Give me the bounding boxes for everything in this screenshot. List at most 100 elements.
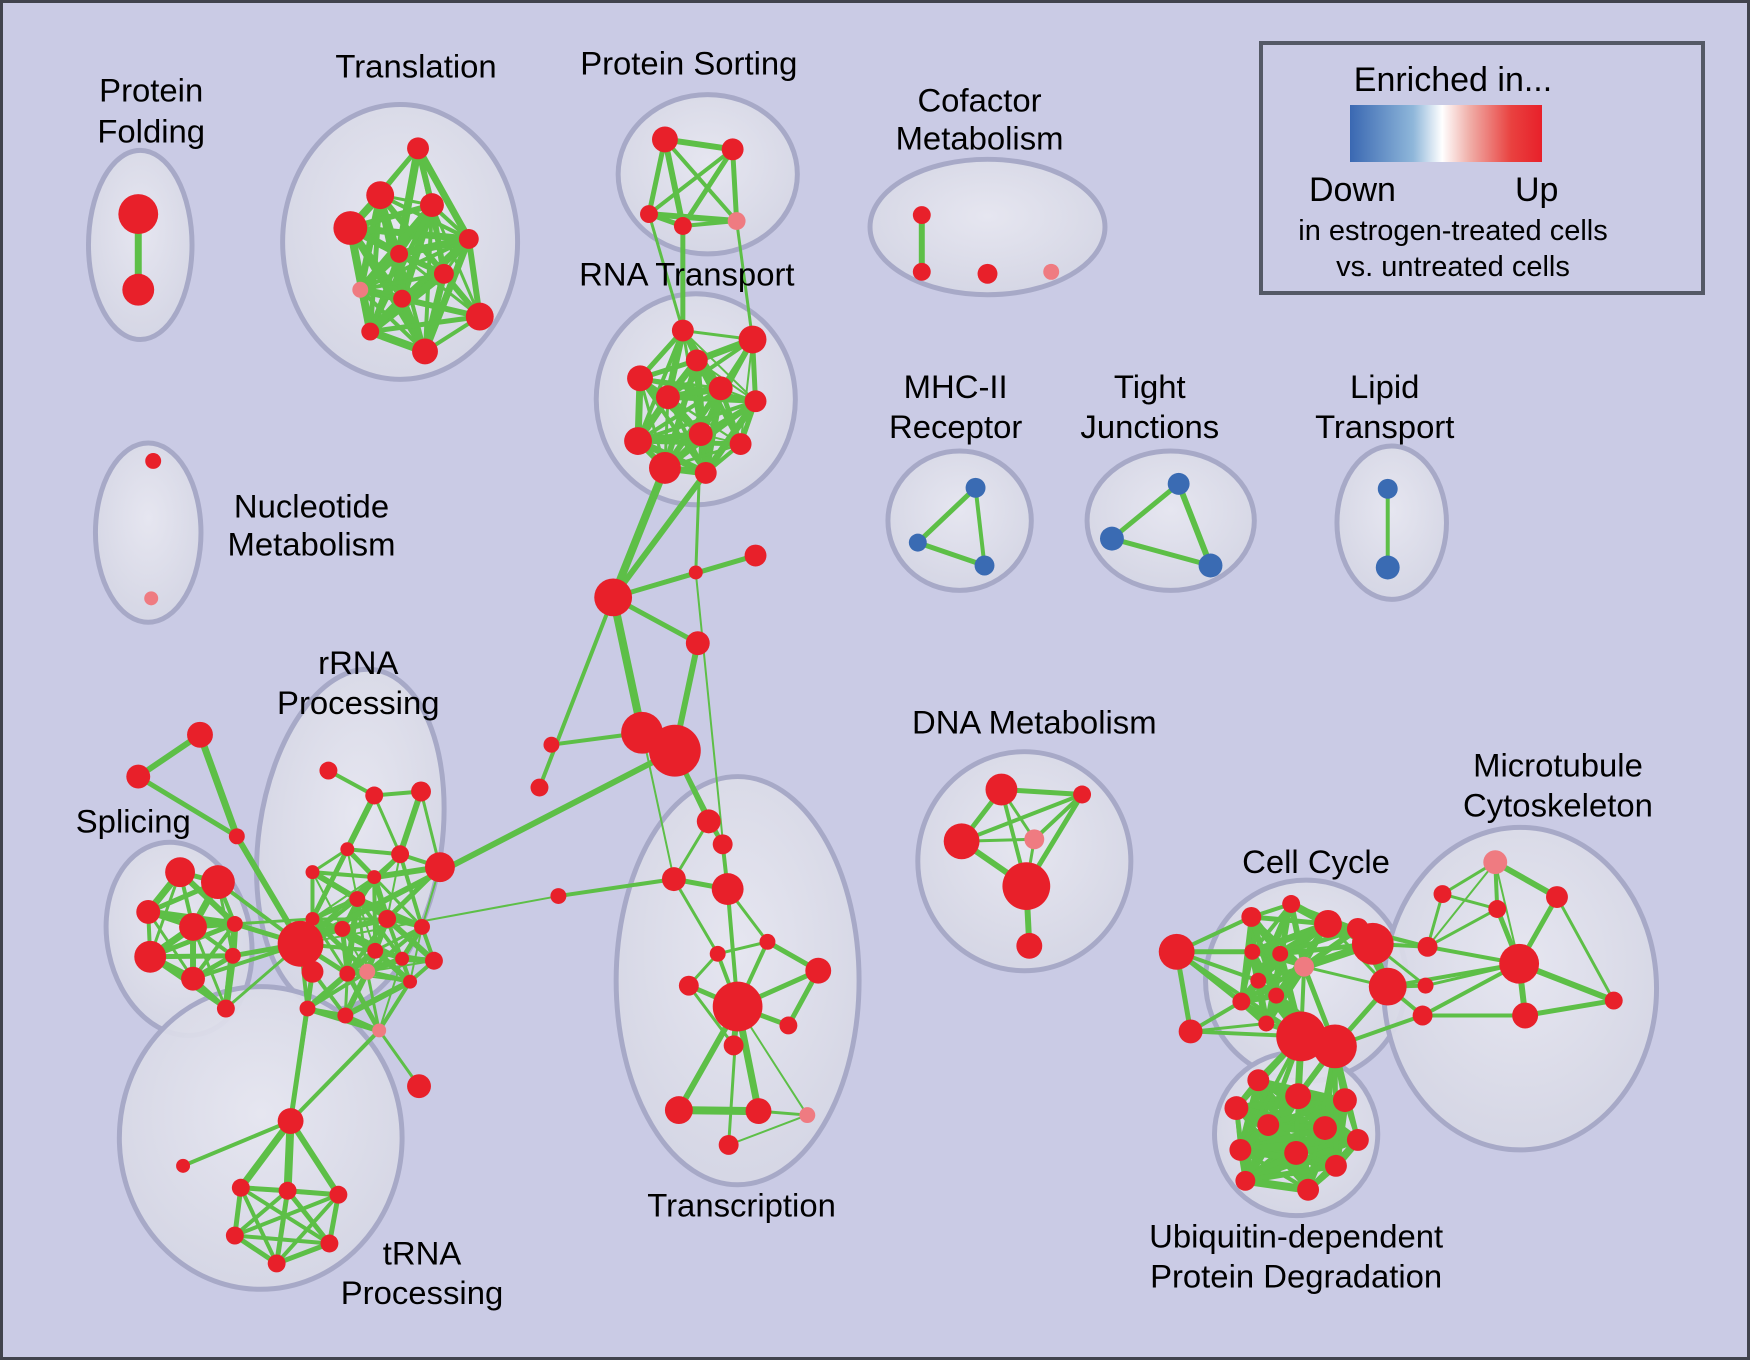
node-red — [305, 911, 320, 926]
edge — [342, 978, 414, 1019]
node-red — [1258, 1015, 1275, 1032]
node-pink — [1024, 829, 1045, 850]
nodes — [118, 126, 1623, 1273]
edge — [1032, 792, 1085, 842]
edge — [287, 1118, 342, 1198]
node-red — [744, 390, 767, 413]
cluster-label-protein-sorting: Protein Sorting — [580, 45, 797, 82]
node-red — [685, 349, 708, 372]
edge — [386, 853, 402, 920]
node-red — [1178, 1019, 1203, 1044]
node-red — [1313, 1116, 1337, 1140]
edge — [1242, 1162, 1339, 1184]
edge — [1277, 926, 1361, 957]
cluster-label-translation: Translation — [335, 48, 496, 85]
node-red — [912, 262, 931, 281]
node-red — [685, 631, 710, 656]
edge — [233, 917, 314, 926]
node-red — [433, 263, 454, 284]
node-blue — [1375, 555, 1400, 580]
edge — [377, 979, 413, 1033]
node-red — [678, 975, 699, 996]
node-red — [1417, 977, 1434, 994]
node-red — [779, 1016, 798, 1035]
node-red — [339, 965, 356, 982]
node-red — [688, 565, 703, 580]
edge — [610, 469, 709, 601]
node-red — [277, 920, 324, 967]
node-red — [543, 736, 560, 753]
node-red — [694, 461, 717, 484]
edge — [1262, 963, 1308, 1027]
node-red — [334, 920, 351, 937]
node-blue — [1167, 472, 1190, 495]
cluster-label-tight-junctions: Junctions — [1080, 408, 1219, 445]
node-red — [1346, 1129, 1369, 1151]
node-red — [1241, 906, 1262, 927]
cluster-ellipse-cofactor-metabolism — [867, 156, 1108, 298]
node-red — [943, 823, 980, 860]
edge — [372, 875, 424, 929]
node-red — [1499, 943, 1540, 984]
cluster-ellipse-trna-processing — [116, 984, 405, 1292]
node-red — [216, 999, 235, 1018]
node-red — [224, 947, 241, 964]
edge — [1109, 536, 1214, 568]
node-red — [349, 891, 366, 907]
node-red — [594, 578, 633, 617]
node-red — [1297, 1178, 1320, 1201]
edge — [1109, 481, 1182, 542]
edge — [135, 774, 240, 839]
cluster-label-microtubule-cytoskeleton: Microtubule — [1473, 747, 1643, 784]
node-red — [299, 1000, 316, 1017]
edge — [537, 595, 616, 790]
cluster-label-cell-cycle: Cell Cycle — [1242, 843, 1390, 880]
node-red — [1433, 885, 1452, 904]
node-red — [1285, 1083, 1312, 1110]
edge — [297, 747, 678, 947]
node-red — [759, 933, 776, 950]
edge — [344, 792, 378, 853]
node-red — [200, 865, 235, 900]
node-red — [329, 1185, 348, 1204]
edge — [310, 870, 377, 880]
node-red — [333, 211, 368, 245]
edge — [397, 788, 424, 858]
node-red — [225, 1226, 244, 1245]
node-red — [712, 981, 763, 1032]
node-pink — [799, 1107, 816, 1124]
node-red — [134, 940, 167, 973]
node-red — [403, 974, 418, 989]
node-red — [1368, 967, 1407, 1006]
cluster-label-transcription: Transcription — [647, 1187, 836, 1224]
edge — [1241, 1092, 1303, 1185]
edge — [661, 136, 686, 229]
edge — [398, 852, 424, 929]
node-blue — [1198, 553, 1223, 578]
legend-caption-line2: vs. untreated cells — [1336, 251, 1570, 283]
node-red — [1224, 1096, 1249, 1121]
cluster-label-nucleotide-metabolism: Metabolism — [228, 526, 396, 563]
cluster-label-rna-transport: RNA Transport — [579, 256, 794, 293]
edge — [310, 896, 360, 922]
node-red — [711, 873, 744, 906]
node-red — [411, 781, 431, 802]
node-red — [985, 773, 1018, 806]
edge — [727, 1114, 809, 1146]
legend: Enriched in... Down Up in estrogen-treat… — [1259, 41, 1705, 295]
node-red — [1244, 943, 1261, 960]
edge — [274, 1188, 291, 1266]
cluster-label-tight-junctions: Tight — [1114, 368, 1186, 405]
node-red — [465, 302, 494, 331]
node-red — [1488, 900, 1507, 918]
node-pink — [144, 591, 159, 606]
cluster-ellipse-mhc-ii-receptor — [885, 448, 1034, 593]
node-red — [393, 289, 412, 308]
edge — [636, 328, 685, 444]
legend-title: Enriched in... — [1353, 61, 1553, 99]
edge — [305, 969, 370, 1011]
legend-up-label: Up — [1515, 171, 1559, 209]
node-red — [649, 724, 701, 777]
cluster-ellipse-lipid-transport — [1334, 443, 1449, 602]
